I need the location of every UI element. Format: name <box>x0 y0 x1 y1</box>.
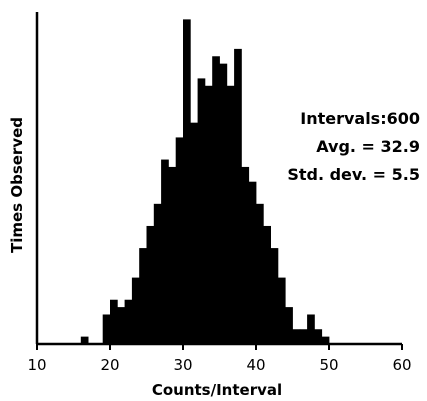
histogram-bar-46 <box>299 329 308 344</box>
x-tick-label-40: 40 <box>246 356 265 374</box>
histogram-bars <box>80 19 330 345</box>
x-tick-label-30: 30 <box>173 356 192 374</box>
histogram-bar-29 <box>175 137 184 344</box>
histogram-bar-28 <box>168 166 177 344</box>
x-axis-title: Counts/Interval <box>152 381 282 399</box>
intervals-annotation: Intervals:600 <box>300 109 420 128</box>
histogram-bar-35 <box>219 63 228 345</box>
histogram-bar-26 <box>153 203 162 344</box>
histogram-bar-34 <box>212 56 220 345</box>
histogram-bar-37 <box>234 48 242 345</box>
histogram-bar-20 <box>110 299 118 344</box>
x-tick-label-50: 50 <box>319 356 338 374</box>
x-tick-label-60: 60 <box>392 356 411 374</box>
average-annotation: Avg. = 32.9 <box>316 137 420 156</box>
histogram-bar-41 <box>263 225 271 344</box>
histogram-bar-16 <box>80 336 89 344</box>
histogram-bar-44 <box>285 307 293 344</box>
histogram-bar-22 <box>124 299 133 344</box>
histogram-bar-19 <box>102 314 111 344</box>
histogram-bar-40 <box>256 203 264 344</box>
axes <box>35 12 402 346</box>
histogram-bar-48 <box>314 329 323 344</box>
x-tick-label-20: 20 <box>100 356 119 374</box>
histogram-bar-24 <box>139 248 147 344</box>
histogram-bar-32 <box>197 78 206 345</box>
histogram-bar-39 <box>248 181 257 344</box>
histogram-bar-47 <box>307 314 315 344</box>
x-tick-label-10: 10 <box>27 356 46 374</box>
histogram-bar-23 <box>131 277 140 344</box>
histogram-bar-30 <box>183 19 191 344</box>
histogram-bar-45 <box>292 329 301 344</box>
histogram-bar-31 <box>190 122 198 345</box>
histogram-bar-27 <box>161 159 169 344</box>
std-dev-annotation: Std. dev. = 5.5 <box>287 165 420 184</box>
histogram-bar-36 <box>226 85 235 345</box>
histogram-bar-42 <box>270 248 279 344</box>
histogram-bar-33 <box>204 85 213 345</box>
histogram-bar-21 <box>117 307 125 344</box>
histogram-bar-38 <box>241 166 250 344</box>
x-axis-ticks: 10 20 30 40 50 60 <box>27 344 412 374</box>
histogram-bar-49 <box>321 336 330 344</box>
histogram-bar-25 <box>146 225 155 344</box>
y-axis-title: Times Observed <box>8 117 26 253</box>
histogram-bar-43 <box>277 277 286 344</box>
